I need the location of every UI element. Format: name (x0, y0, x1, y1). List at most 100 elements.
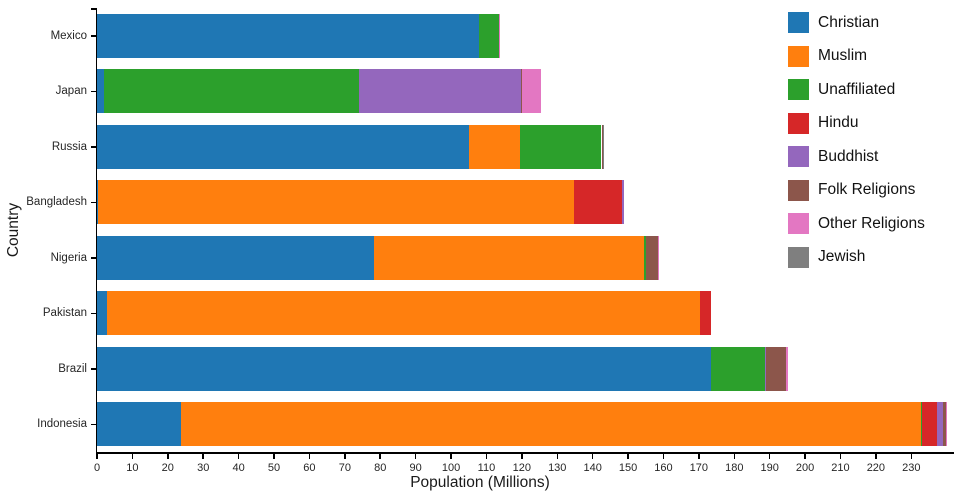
bar-segment-other-religions (785, 346, 788, 391)
y-tick-label-pakistan: Pakistan (42, 307, 87, 320)
x-tick-label-20: 20 (161, 462, 174, 474)
y-tick (90, 312, 96, 314)
bar-segment-hindu (922, 402, 937, 447)
x-tick (237, 453, 240, 459)
y-tick (90, 368, 96, 370)
x-tick (308, 453, 311, 459)
x-tick-label-230: 230 (902, 462, 921, 474)
bar-segment-christian (97, 235, 374, 280)
y-tick (90, 90, 96, 92)
y-tick (90, 146, 96, 148)
x-tick (733, 453, 736, 459)
legend-swatch-christian (788, 12, 809, 33)
bar-segment-unaffiliated (104, 69, 360, 114)
y-tick (90, 35, 96, 37)
bar-segment-muslim (98, 180, 574, 225)
y-tick-label-brazil: Brazil (58, 362, 87, 375)
x-tick (698, 453, 700, 459)
x-axis-spine (95, 452, 954, 454)
legend-item-unaffiliated: Unaffiliated (788, 79, 925, 100)
legend-label-buddhist: Buddhist (818, 147, 879, 165)
bar-segment-christian (97, 291, 107, 336)
bar-segment-folk-religions (520, 69, 523, 114)
x-tick-label-40: 40 (232, 462, 245, 474)
x-tick-label-110: 110 (477, 462, 496, 474)
x-tick (485, 453, 488, 459)
x-tick-label-80: 80 (374, 462, 387, 474)
x-tick-label-130: 130 (548, 462, 567, 474)
bar-segment-hindu (699, 291, 712, 336)
x-axis-title: Population (Millions) (410, 474, 550, 491)
x-tick-label-120: 120 (512, 462, 531, 474)
x-tick-label-90: 90 (409, 462, 422, 474)
x-tick-label-190: 190 (760, 462, 779, 474)
x-tick (96, 453, 98, 459)
bars-layer (97, 8, 952, 452)
legend-swatch-unaffiliated (788, 79, 809, 100)
bar-segment-muslim (180, 402, 922, 447)
x-tick (344, 453, 346, 459)
x-tick (839, 453, 842, 459)
legend-swatch-jewish (788, 246, 809, 268)
bar-segment-muslim (373, 235, 644, 280)
bar-segment-other-religions (658, 235, 660, 280)
legend-label-muslim: Muslim (818, 47, 868, 64)
y-axis-title: Country (5, 202, 22, 258)
bar-segment-christian (97, 124, 470, 169)
bar-segment-folk-religions (601, 124, 603, 169)
x-tick-label-170: 170 (689, 462, 709, 474)
x-tick-label-220: 220 (866, 462, 886, 474)
bar-row-mexico (97, 13, 952, 58)
bar-segment-other-religions (522, 69, 541, 114)
legend-swatch-hindu (788, 112, 809, 134)
legend-item-hindu: Hindu (788, 112, 925, 134)
legend-item-buddhist: Buddhist (788, 146, 925, 167)
x-tick (875, 453, 877, 459)
y-tick-label-indonesia: Indonesia (37, 418, 87, 431)
y-tick-label-mexico: Mexico (50, 29, 87, 42)
legend-swatch-folk-religions (788, 179, 809, 201)
x-tick (556, 453, 558, 459)
x-tick-label-180: 180 (725, 462, 744, 474)
bar-segment-unaffiliated (921, 402, 923, 447)
x-tick (131, 453, 134, 459)
legend-item-jewish: Jewish (788, 246, 925, 268)
x-tick (768, 453, 771, 459)
x-tick-label-100: 100 (441, 462, 461, 474)
legend-swatch-buddhist (788, 146, 809, 167)
x-tick (414, 453, 417, 459)
legend-item-muslim: Muslim (788, 45, 925, 67)
x-tick (167, 453, 169, 459)
x-axis-ticks: 0 10 20 30 40 50 60 70 80 90 100 110 120 130 140 150 160… (94, 8, 952, 474)
bar-row-japan (97, 69, 952, 114)
x-tick-label-60: 60 (303, 462, 316, 474)
legend: Christian Muslim Unaffiliated Hindu Buddhist… (788, 12, 925, 280)
bar-segment-christian (97, 180, 99, 225)
legend-label-unaffiliated: Unaffiliated (818, 80, 896, 98)
x-tick-label-140: 140 (583, 462, 602, 474)
bar-segment-unaffiliated (478, 13, 499, 58)
y-tick-label-russia: Russia (51, 140, 87, 153)
legend-label-jewish: Jewish (818, 248, 866, 265)
legend-label-hindu: Hindu (818, 114, 859, 131)
plot-area: Mexico Japan Russia Bangladesh Nigeria Pakist… (26, 8, 954, 474)
y-tick (90, 257, 96, 259)
bar-segment-unaffiliated (643, 235, 647, 280)
bar-segment-hindu (574, 180, 623, 225)
bar-segment-folk-religions (942, 402, 946, 447)
legend-item-folk-religions: Folk Religions (788, 179, 925, 201)
bar-row-russia (97, 124, 952, 169)
x-tick (450, 453, 452, 459)
bar-row-nigeria (97, 235, 952, 280)
legend-item-other-religions: Other Religions (788, 213, 925, 234)
bar-segment-christian (97, 402, 181, 447)
y-axis-spine (95, 8, 97, 454)
x-tick-label-200: 200 (795, 462, 815, 474)
legend-swatch-other-religions (788, 213, 809, 234)
x-tick (804, 453, 806, 459)
bar-segment-buddhist (936, 402, 943, 447)
legend-label-christian: Christian (818, 13, 880, 31)
x-tick (591, 453, 594, 459)
y-tick-label-bangladesh: Bangladesh (26, 196, 87, 209)
